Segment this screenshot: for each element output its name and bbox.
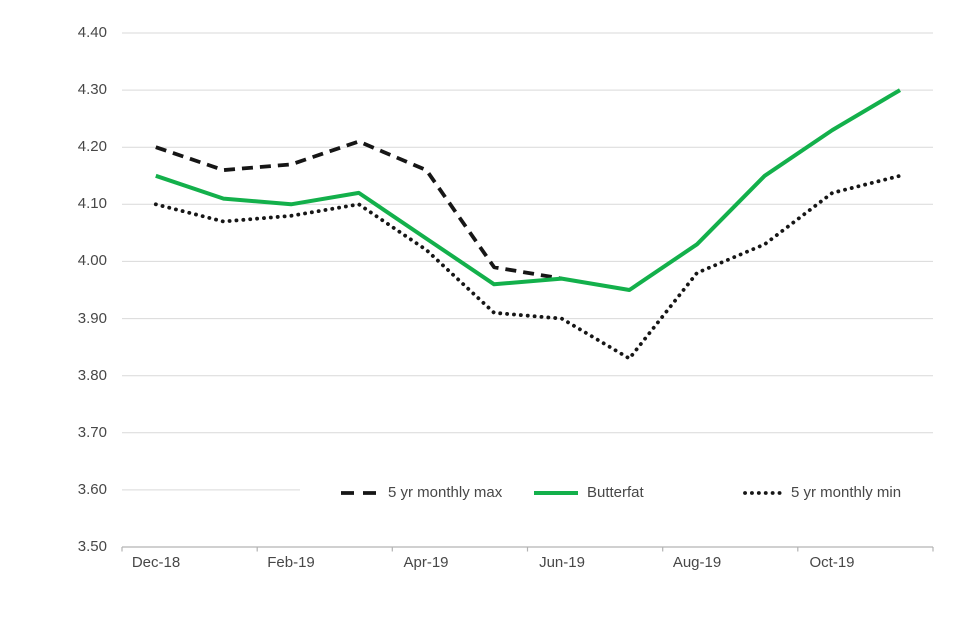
x-axis-label: Feb-19 — [267, 554, 315, 571]
y-axis-label: 3.70 — [77, 424, 107, 441]
y-axis-label: 3.80 — [77, 367, 107, 384]
legend: 5 yr monthly max Butterfat 5 yr monthly … — [300, 479, 940, 507]
y-axis-label: 4.30 — [77, 81, 107, 98]
x-axis-label: Aug-19 — [672, 554, 722, 571]
legend-label-butterfat: Butterfat — [587, 484, 644, 501]
legend-label-max: 5 yr monthly max — [388, 484, 503, 501]
x-axis-label: Apr-19 — [403, 554, 449, 571]
series-line-dashed — [155, 139, 563, 281]
y-axis-label: 4.10 — [77, 195, 107, 212]
x-axis-label: Oct-19 — [809, 554, 855, 571]
x-axis-label: Jun-19 — [539, 554, 585, 571]
legend-dotted-line-sample — [743, 491, 787, 495]
legend-dashed-line-sample — [341, 491, 377, 495]
series-line-dotted — [153, 173, 902, 361]
y-axis-label: 3.60 — [77, 481, 107, 498]
x-axis-label: Dec-18 — [131, 554, 181, 571]
y-axis-label: 3.90 — [77, 310, 107, 327]
legend-label-min: 5 yr monthly min — [791, 484, 902, 501]
y-axis-label: 4.20 — [77, 138, 107, 155]
series-line-solid — [155, 88, 902, 292]
y-axis-label: 4.00 — [77, 252, 107, 269]
legend-solid-line-sample — [534, 491, 578, 495]
y-axis-label: 4.40 — [77, 24, 107, 41]
y-axis-label: 3.50 — [77, 538, 107, 555]
